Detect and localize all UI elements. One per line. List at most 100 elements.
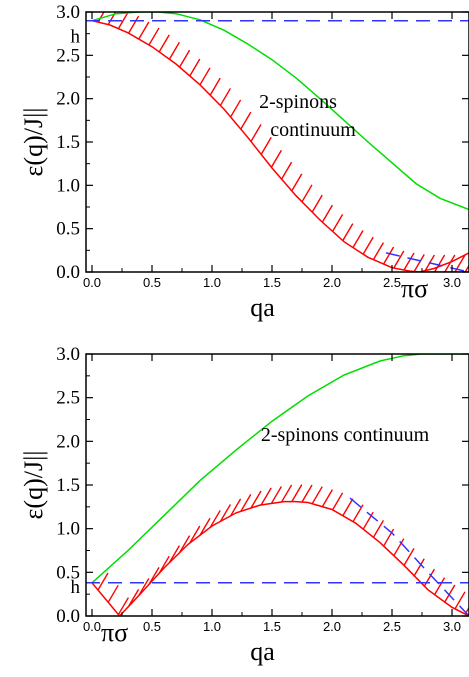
hatch-mark [291, 484, 303, 502]
x-tick-label: 2.0 [323, 275, 341, 290]
hatch-mark [321, 489, 334, 508]
hatch-mark [342, 223, 354, 241]
x-tick-label: 2.5 [383, 619, 401, 634]
hatch-mark [250, 490, 262, 509]
plot-frame [85, 353, 469, 617]
continuum-annotation: 2-spinons continuum [261, 424, 430, 446]
hatch-mark [403, 547, 415, 566]
x-tick-label: 0.0 [83, 619, 101, 634]
y-tick-label: 0.5 [56, 562, 80, 583]
h-label: h [71, 577, 81, 598]
y-tick-label: 2.0 [56, 89, 80, 110]
hatch-mark [383, 246, 395, 265]
hatch-mark [372, 520, 385, 538]
y-tick-label: 0.5 [56, 219, 80, 240]
hatch-mark [301, 484, 313, 503]
hatch-mark [97, 572, 109, 591]
hatch-mark [107, 12, 117, 25]
hatch-mark [138, 21, 150, 40]
pi-sigma-label: πσ [101, 618, 128, 647]
hatch-mark [219, 88, 232, 106]
y-tick-label: 2.5 [56, 388, 80, 409]
series-line-2 [91, 19, 469, 272]
hatch-mark [393, 250, 405, 269]
hatch-mark [332, 492, 344, 511]
hatch-mark [97, 12, 105, 23]
hatch-mark [413, 558, 425, 577]
hatch-mark [311, 194, 323, 213]
y-tick-label: 3.0 [56, 344, 80, 365]
x-tick-label: 1.5 [263, 619, 281, 634]
hatch-mark [250, 124, 262, 142]
hatch-mark [158, 34, 170, 53]
continuum-hatching [97, 12, 469, 272]
hatch-mark [107, 584, 119, 603]
hatch-mark [321, 204, 334, 223]
hatch-mark [311, 486, 323, 505]
hatch-mark [209, 77, 221, 96]
x-tick-label: 0.5 [143, 619, 161, 634]
hatch-mark [393, 538, 405, 557]
series-line-1 [91, 354, 469, 584]
hatch-mark [352, 230, 364, 248]
x-axis-label: qa [250, 293, 275, 322]
x-tick-label: 1.0 [203, 619, 221, 634]
hatch-mark [362, 236, 374, 255]
x-tick-label: 2.5 [383, 275, 401, 290]
x-axis-label: qa [250, 637, 275, 666]
x-tick-label: 0.5 [143, 275, 161, 290]
series-line-1 [91, 12, 469, 211]
hatch-mark [117, 12, 130, 29]
pi-sigma-label: πσ [401, 274, 428, 303]
hatch-mark [352, 504, 364, 523]
hatch-mark [464, 264, 469, 272]
hatch-mark [178, 49, 191, 68]
y-axis-label: ε(q)/J|| [19, 451, 48, 520]
hatch-mark [332, 214, 344, 232]
x-tick-label: 3.0 [443, 619, 461, 634]
hatch-mark [454, 591, 466, 610]
hatch-mark [270, 149, 283, 168]
h-label: h [71, 27, 81, 48]
series-line-4 [349, 497, 469, 616]
hatch-mark [127, 15, 140, 34]
hatch-mark [260, 136, 272, 155]
hatch-mark [342, 498, 354, 517]
hatch-mark [281, 161, 293, 180]
x-tick-label: 1.5 [263, 275, 281, 290]
y-tick-label: 1.0 [56, 519, 80, 540]
hatch-mark [260, 487, 272, 506]
hatch-mark [301, 184, 313, 203]
series-line-5 [385, 252, 469, 272]
hatch-mark [403, 252, 415, 271]
y-tick-label: 1.0 [56, 175, 80, 196]
plot-frame [85, 11, 469, 273]
hatch-mark [189, 525, 201, 544]
hatch-mark [209, 510, 221, 528]
hatch-mark [281, 484, 293, 503]
series-line-3 [419, 252, 469, 272]
hatch-mark [168, 545, 181, 564]
y-tick-label: 0.0 [56, 606, 80, 627]
hatch-mark [444, 584, 456, 603]
hatch-mark [219, 504, 232, 522]
x-tick-label: 3.0 [443, 275, 461, 290]
hatch-mark [413, 254, 425, 272]
hatch-mark [291, 173, 303, 192]
y-tick-label: 0.0 [56, 262, 80, 283]
hatch-mark [444, 254, 456, 272]
hatch-mark [199, 67, 211, 86]
series-group [86, 354, 469, 616]
series-group [86, 12, 469, 272]
hatch-mark [362, 511, 374, 530]
y-tick-label: 3.0 [56, 2, 80, 23]
hatch-mark [240, 111, 252, 130]
hatch-mark [229, 99, 242, 118]
y-tick-label: 1.5 [56, 475, 80, 496]
hatch-mark [199, 517, 211, 536]
x-tick-label: 2.0 [323, 619, 341, 634]
hatch-mark [168, 41, 181, 60]
y-tick-label: 2.5 [56, 45, 80, 66]
plot-panel-1: 0.0 0.5 1.0 1.5 2.0 2.5 3.0 0.0 0.5 1.0 1.5 2.0 2.5 3… [19, 2, 469, 322]
hatch-mark [383, 528, 395, 547]
